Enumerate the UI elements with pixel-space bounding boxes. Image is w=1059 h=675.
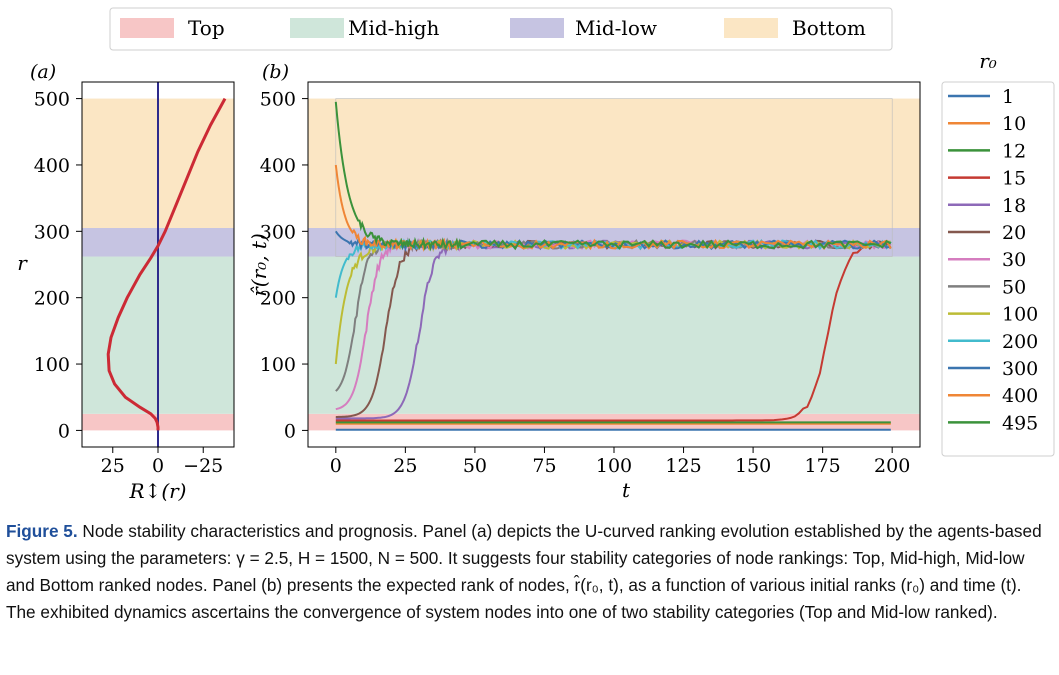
- series-line-r0-495: [334, 101, 892, 252]
- series-legend-label-15: 15: [1002, 168, 1026, 190]
- panel-b-bands: [308, 98, 920, 431]
- legend-swatch-top: [120, 18, 174, 38]
- panel-b-xtick-label: 125: [665, 455, 701, 477]
- panel-b-ytick-label: 200: [260, 288, 296, 310]
- series-legend-label-300: 300: [1002, 358, 1038, 380]
- panel-b-xtick-label: 50: [463, 455, 487, 477]
- panel-a-ytick-label: 200: [34, 288, 70, 310]
- panel-b-xtick-label: 175: [805, 455, 841, 477]
- panel-a-u-curve: [106, 97, 227, 431]
- panel-b-xtick-label: 0: [330, 455, 342, 477]
- panel-b-xtick-label: 200: [874, 455, 910, 477]
- series-legend: r₀ 1 10 12 15 18 20 30 50 100 200 300 400 495: [941, 49, 1055, 457]
- panel-b-ytick-label: 100: [260, 354, 296, 376]
- panel-a-ytick-label: 100: [34, 354, 70, 376]
- legend-label-mid-low: Mid-low: [575, 16, 657, 40]
- panel-a-xtick-label: 25: [101, 455, 125, 477]
- panel-b-series-lines: [334, 101, 892, 431]
- series-legend-label-30: 30: [1002, 249, 1026, 271]
- series-legend-entries: 1 10 12 15 18 20 30 50 100 200 300 400 495: [948, 86, 1038, 434]
- panel-b-ytick-label: 300: [260, 221, 296, 243]
- panel-a-ticks: 0 100 200 300 400 500 25 0 −25: [34, 89, 224, 477]
- panel-b-ticks: 0 100 200 300 400 500 0 25 50 75 100 125 150 175 200: [260, 89, 911, 477]
- panel-b-ytick-label: 400: [260, 155, 296, 177]
- series-legend-label-18: 18: [1002, 195, 1026, 217]
- legend-swatch-mid-low: [510, 18, 564, 38]
- panel-b-band-mid-high: [308, 256, 920, 414]
- panel-a-ytick-label: 500: [34, 89, 70, 111]
- panel-a-ytick-label: 300: [34, 221, 70, 243]
- series-legend-label-100: 100: [1002, 304, 1038, 326]
- legend-label-mid-high: Mid-high: [348, 16, 440, 40]
- series-legend-label-20: 20: [1002, 222, 1026, 244]
- panel-b-xtick-label: 100: [596, 455, 632, 477]
- series-legend-frame: [941, 81, 1055, 457]
- caption-text: Node stability characteristics and progn…: [6, 521, 1042, 622]
- panel-b-xtick-label: 75: [532, 455, 556, 477]
- panel-label-b: (b): [262, 61, 289, 83]
- legend-label-bottom: Bottom: [792, 16, 866, 40]
- series-legend-label-400: 400: [1002, 385, 1038, 407]
- legend-swatch-mid-high: [290, 18, 344, 38]
- panel-b-xlabel: t: [622, 478, 631, 502]
- panel-a-xtick-label: 0: [152, 455, 164, 477]
- panel-a-xtick-label: −25: [183, 455, 223, 477]
- panel-b-chart: 0 100 200 300 400 500 0 25 50 75 100 125 150 175 200 r…: [247, 81, 921, 502]
- figure-5: Top Mid-high Mid-low Bottom (a) (b) 0100…: [17, 7, 1055, 503]
- series-legend-label-200: 200: [1002, 331, 1038, 353]
- series-legend-label-12: 12: [1002, 140, 1026, 162]
- panel-a-ytick-label: 0: [58, 420, 70, 442]
- panel-b-ytick-label: 0: [284, 420, 296, 442]
- panel-b-xtick-label: 25: [393, 455, 417, 477]
- panel-b-xtick-label: 150: [735, 455, 771, 477]
- panel-b-ylabel: r̂(r₀, t): [247, 233, 271, 297]
- panel-b-band-bottom: [308, 98, 920, 228]
- figure-caption: Figure 5. Node stability characteristics…: [6, 518, 1050, 626]
- panel-a-ytick-label: 400: [34, 155, 70, 177]
- series-legend-label-50: 50: [1002, 276, 1026, 298]
- panel-a-chart: 0 100 200 300 400 500 25 0 −25 r R↕(r): [17, 81, 235, 503]
- caption-label: Figure 5.: [6, 521, 78, 541]
- panel-a-ylabel: r: [17, 251, 28, 275]
- series-line-r0-15: [335, 242, 892, 422]
- series-legend-label-1: 1: [1002, 86, 1014, 108]
- panel-b-ytick-label: 500: [260, 89, 296, 111]
- category-legend: Top Mid-high Mid-low Bottom: [109, 7, 893, 51]
- series-legend-label-10: 10: [1002, 113, 1026, 135]
- panel-label-a: (a): [30, 61, 56, 83]
- legend-swatch-bottom: [724, 18, 778, 38]
- legend-label-top: Top: [188, 16, 225, 40]
- series-legend-title: r₀: [979, 49, 997, 73]
- series-legend-label-495: 495: [1002, 412, 1038, 434]
- panel-b-band-outline: [335, 98, 893, 257]
- panel-a-xlabel: R↕(r): [129, 479, 187, 503]
